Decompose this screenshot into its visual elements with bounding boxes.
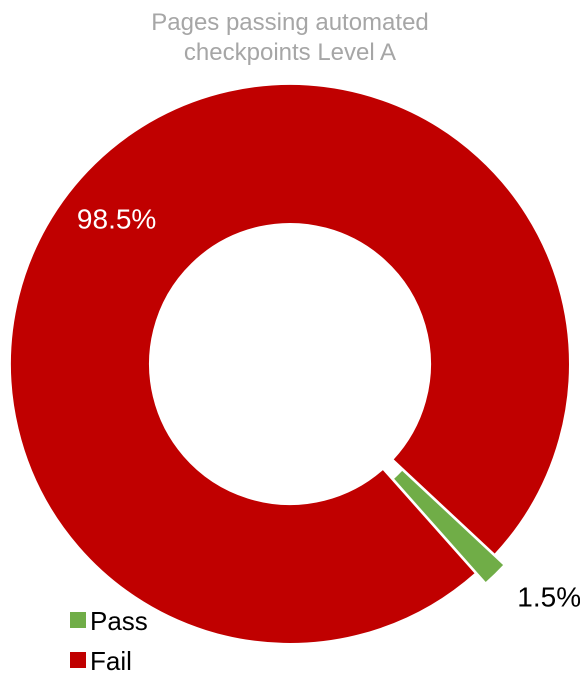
slice-labels-group: 1.5% 98.5% <box>77 204 580 613</box>
data-label-pass: 1.5% <box>517 582 580 613</box>
legend-label-fail: Fail <box>90 646 132 673</box>
legend-swatch-fail <box>70 652 86 668</box>
data-label-fail: 98.5% <box>77 204 156 235</box>
chart-title-line-2: checkpoints Level A <box>184 39 396 66</box>
slices-group <box>9 82 571 645</box>
legend-swatch-pass <box>70 612 86 628</box>
legend-label-pass: Pass <box>90 606 148 636</box>
chart-title-line-1: Pages passing automated <box>151 9 429 36</box>
legend: Pass Fail <box>70 606 148 673</box>
slice-fail <box>9 82 571 645</box>
